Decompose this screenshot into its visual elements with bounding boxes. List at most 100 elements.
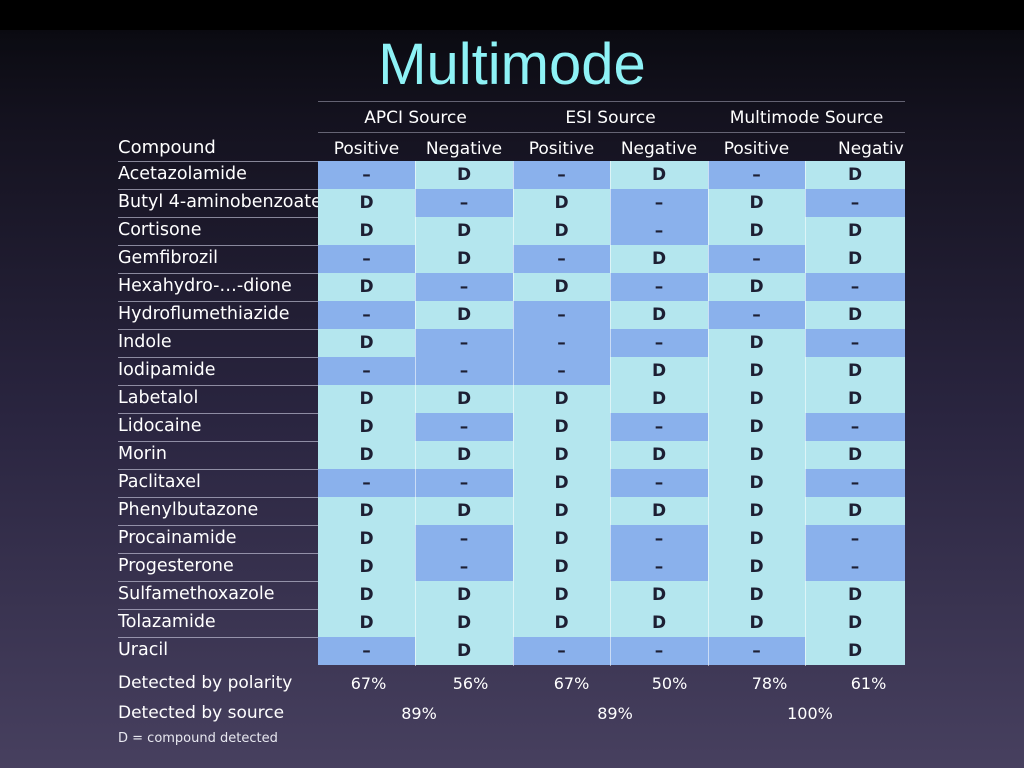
cell-esi-negative: – <box>610 637 708 665</box>
cell-apci-positive: D <box>318 581 415 609</box>
compound-name: Lidocaine <box>118 416 202 436</box>
cell-apci-negative: D <box>415 245 513 273</box>
compound-name: Cortisone <box>118 220 202 240</box>
cell-esi-negative: – <box>610 553 708 581</box>
row-divider <box>118 273 318 274</box>
column-header-esi-positive: Positive <box>528 139 595 159</box>
cell-apci-positive: D <box>318 441 415 469</box>
cell-apci-negative: – <box>415 189 513 217</box>
cell-esi-positive: D <box>513 413 610 441</box>
cell-multimode-negative: D <box>805 441 905 469</box>
column-header-multimode-positive: Positive <box>723 139 790 159</box>
cell-esi-negative: – <box>610 413 708 441</box>
cell-apci-positive: – <box>318 469 415 497</box>
cell-esi-positive: – <box>513 245 610 273</box>
row-divider <box>118 161 318 162</box>
cell-multimode-positive: D <box>708 469 805 497</box>
cell-esi-negative: – <box>610 273 708 301</box>
row-divider <box>118 245 318 246</box>
cell-esi-positive: D <box>513 581 610 609</box>
cell-esi-positive: – <box>513 301 610 329</box>
column-separator <box>805 161 806 666</box>
source-stat-multimode: 100% <box>787 704 833 723</box>
cell-multimode-positive: D <box>708 357 805 385</box>
cell-multimode-negative: D <box>805 217 905 245</box>
cell-esi-negative: D <box>610 581 708 609</box>
cell-multimode-negative: – <box>805 553 905 581</box>
cell-multimode-positive: – <box>708 245 805 273</box>
source-stat-esi: 89% <box>597 704 633 723</box>
cell-apci-positive: – <box>318 357 415 385</box>
row-divider <box>118 525 318 526</box>
cell-multimode-negative: D <box>805 385 905 413</box>
cell-apci-negative: D <box>415 497 513 525</box>
cell-esi-negative: D <box>610 161 708 189</box>
cell-esi-positive: D <box>513 497 610 525</box>
legend-note: D = compound detected <box>118 731 278 746</box>
compound-name: Indole <box>118 332 172 352</box>
cell-multimode-positive: – <box>708 637 805 665</box>
cell-multimode-negative: – <box>805 273 905 301</box>
header-middle-rule <box>318 132 905 133</box>
cell-multimode-positive: D <box>708 441 805 469</box>
header-top-rule <box>318 101 905 102</box>
cell-apci-negative: – <box>415 329 513 357</box>
cell-apci-negative: D <box>415 217 513 245</box>
cell-multimode-positive: D <box>708 189 805 217</box>
cell-apci-negative: D <box>415 161 513 189</box>
cell-esi-positive: – <box>513 637 610 665</box>
compound-name: Gemfibrozil <box>118 248 218 268</box>
cell-multimode-positive: D <box>708 497 805 525</box>
cell-esi-negative: – <box>610 469 708 497</box>
cell-apci-negative: D <box>415 637 513 665</box>
polarity-stats-label: Detected by polarity <box>118 673 293 693</box>
compound-name: Procainamide <box>118 528 237 548</box>
cell-esi-positive: – <box>513 329 610 357</box>
cell-multimode-positive: D <box>708 525 805 553</box>
cell-esi-positive: D <box>513 553 610 581</box>
cell-apci-positive: D <box>318 497 415 525</box>
cell-multimode-negative: D <box>805 609 905 637</box>
cell-multimode-positive: D <box>708 609 805 637</box>
source-label-esi: ESI Source <box>565 108 656 128</box>
row-divider <box>118 189 318 190</box>
source-stat-apci: 89% <box>401 704 437 723</box>
cell-apci-positive: D <box>318 329 415 357</box>
cell-multimode-negative: D <box>805 581 905 609</box>
cell-apci-negative: D <box>415 581 513 609</box>
compound-name: Sulfamethoxazole <box>118 584 275 604</box>
compound-name: Hydroflumethiazide <box>118 304 290 324</box>
cell-multimode-positive: D <box>708 553 805 581</box>
compound-name: Hexahydro-…-dione <box>118 276 292 296</box>
compound-column-header: Compound <box>118 137 216 158</box>
cell-esi-negative: D <box>610 385 708 413</box>
cell-apci-negative: D <box>415 385 513 413</box>
row-divider <box>118 357 318 358</box>
row-divider <box>118 329 318 330</box>
polarity-stat-apci-negative: 56% <box>452 674 489 693</box>
row-divider <box>118 385 318 386</box>
cell-multimode-positive: D <box>708 217 805 245</box>
cell-apci-positive: – <box>318 637 415 665</box>
cell-esi-negative: D <box>610 609 708 637</box>
cell-esi-positive: D <box>513 525 610 553</box>
compound-name: Morin <box>118 444 167 464</box>
cell-multimode-positive: – <box>708 301 805 329</box>
cell-esi-positive: D <box>513 385 610 413</box>
cell-apci-positive: – <box>318 301 415 329</box>
column-separator <box>708 161 709 666</box>
compound-name: Paclitaxel <box>118 472 201 492</box>
cell-multimode-positive: D <box>708 273 805 301</box>
cell-multimode-positive: D <box>708 413 805 441</box>
cell-multimode-positive: – <box>708 161 805 189</box>
cell-multimode-negative: D <box>805 497 905 525</box>
compound-name: Iodipamide <box>118 360 216 380</box>
cell-esi-negative: D <box>610 301 708 329</box>
cell-apci-negative: D <box>415 609 513 637</box>
cell-multimode-positive: D <box>708 329 805 357</box>
column-separator <box>610 161 611 666</box>
row-divider <box>118 441 318 442</box>
cell-apci-positive: – <box>318 245 415 273</box>
column-separator <box>513 161 514 666</box>
